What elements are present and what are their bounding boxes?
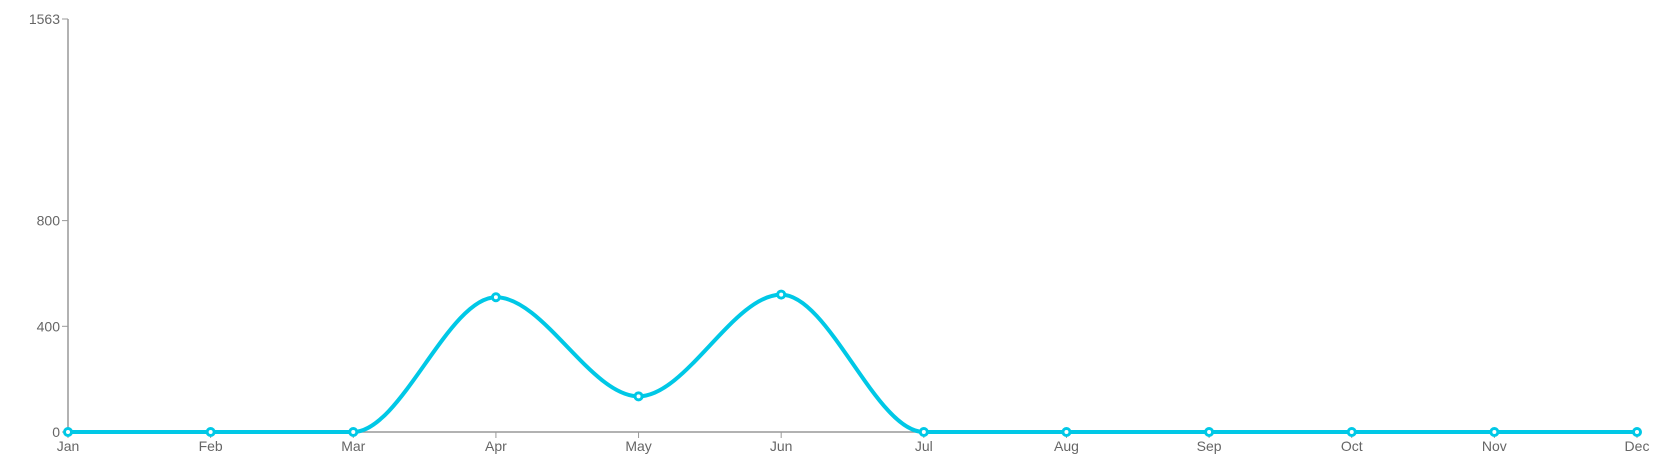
x-tick-label: Mar [341,438,365,454]
x-tick-label: Jul [915,438,933,454]
data-point-oct[interactable] [1346,427,1357,437]
y-axis: 0 400 800 1563 [29,11,69,440]
x-tick-label: Sep [1197,438,1222,454]
data-points [63,289,1642,437]
data-point-mar[interactable] [348,427,359,437]
x-tick-label: Oct [1341,438,1363,454]
data-point-apr[interactable] [490,292,501,303]
data-point-dec[interactable] [1632,427,1642,437]
data-point-aug[interactable] [1061,427,1072,437]
x-tick-label: Aug [1054,438,1079,454]
data-point-nov[interactable] [1489,427,1500,437]
series-line [66,292,1639,435]
x-tick-label: Jun [770,438,793,454]
x-tick-label: Feb [199,438,223,454]
x-tick-label: Dec [1625,438,1650,454]
data-point-jun[interactable] [776,289,787,300]
y-tick-label: 400 [37,318,61,334]
x-axis: Jan Feb Mar Apr May Jun Jul Aug Sep Oct Nov Dec [57,431,1650,454]
x-tick-label: Apr [485,438,507,454]
x-tick-label: Nov [1482,438,1507,454]
data-point-jul[interactable] [918,427,929,437]
data-point-jan[interactable] [63,427,73,437]
x-tick-label: May [625,438,651,454]
y-tick-label: 1563 [29,11,60,27]
y-tick-label: 0 [52,424,60,440]
data-point-may[interactable] [633,391,644,402]
x-tick-label: Jan [57,438,80,454]
y-tick-label: 800 [37,213,61,229]
series-layer [66,292,1639,435]
data-point-sep[interactable] [1204,427,1215,437]
data-point-feb[interactable] [205,427,216,437]
